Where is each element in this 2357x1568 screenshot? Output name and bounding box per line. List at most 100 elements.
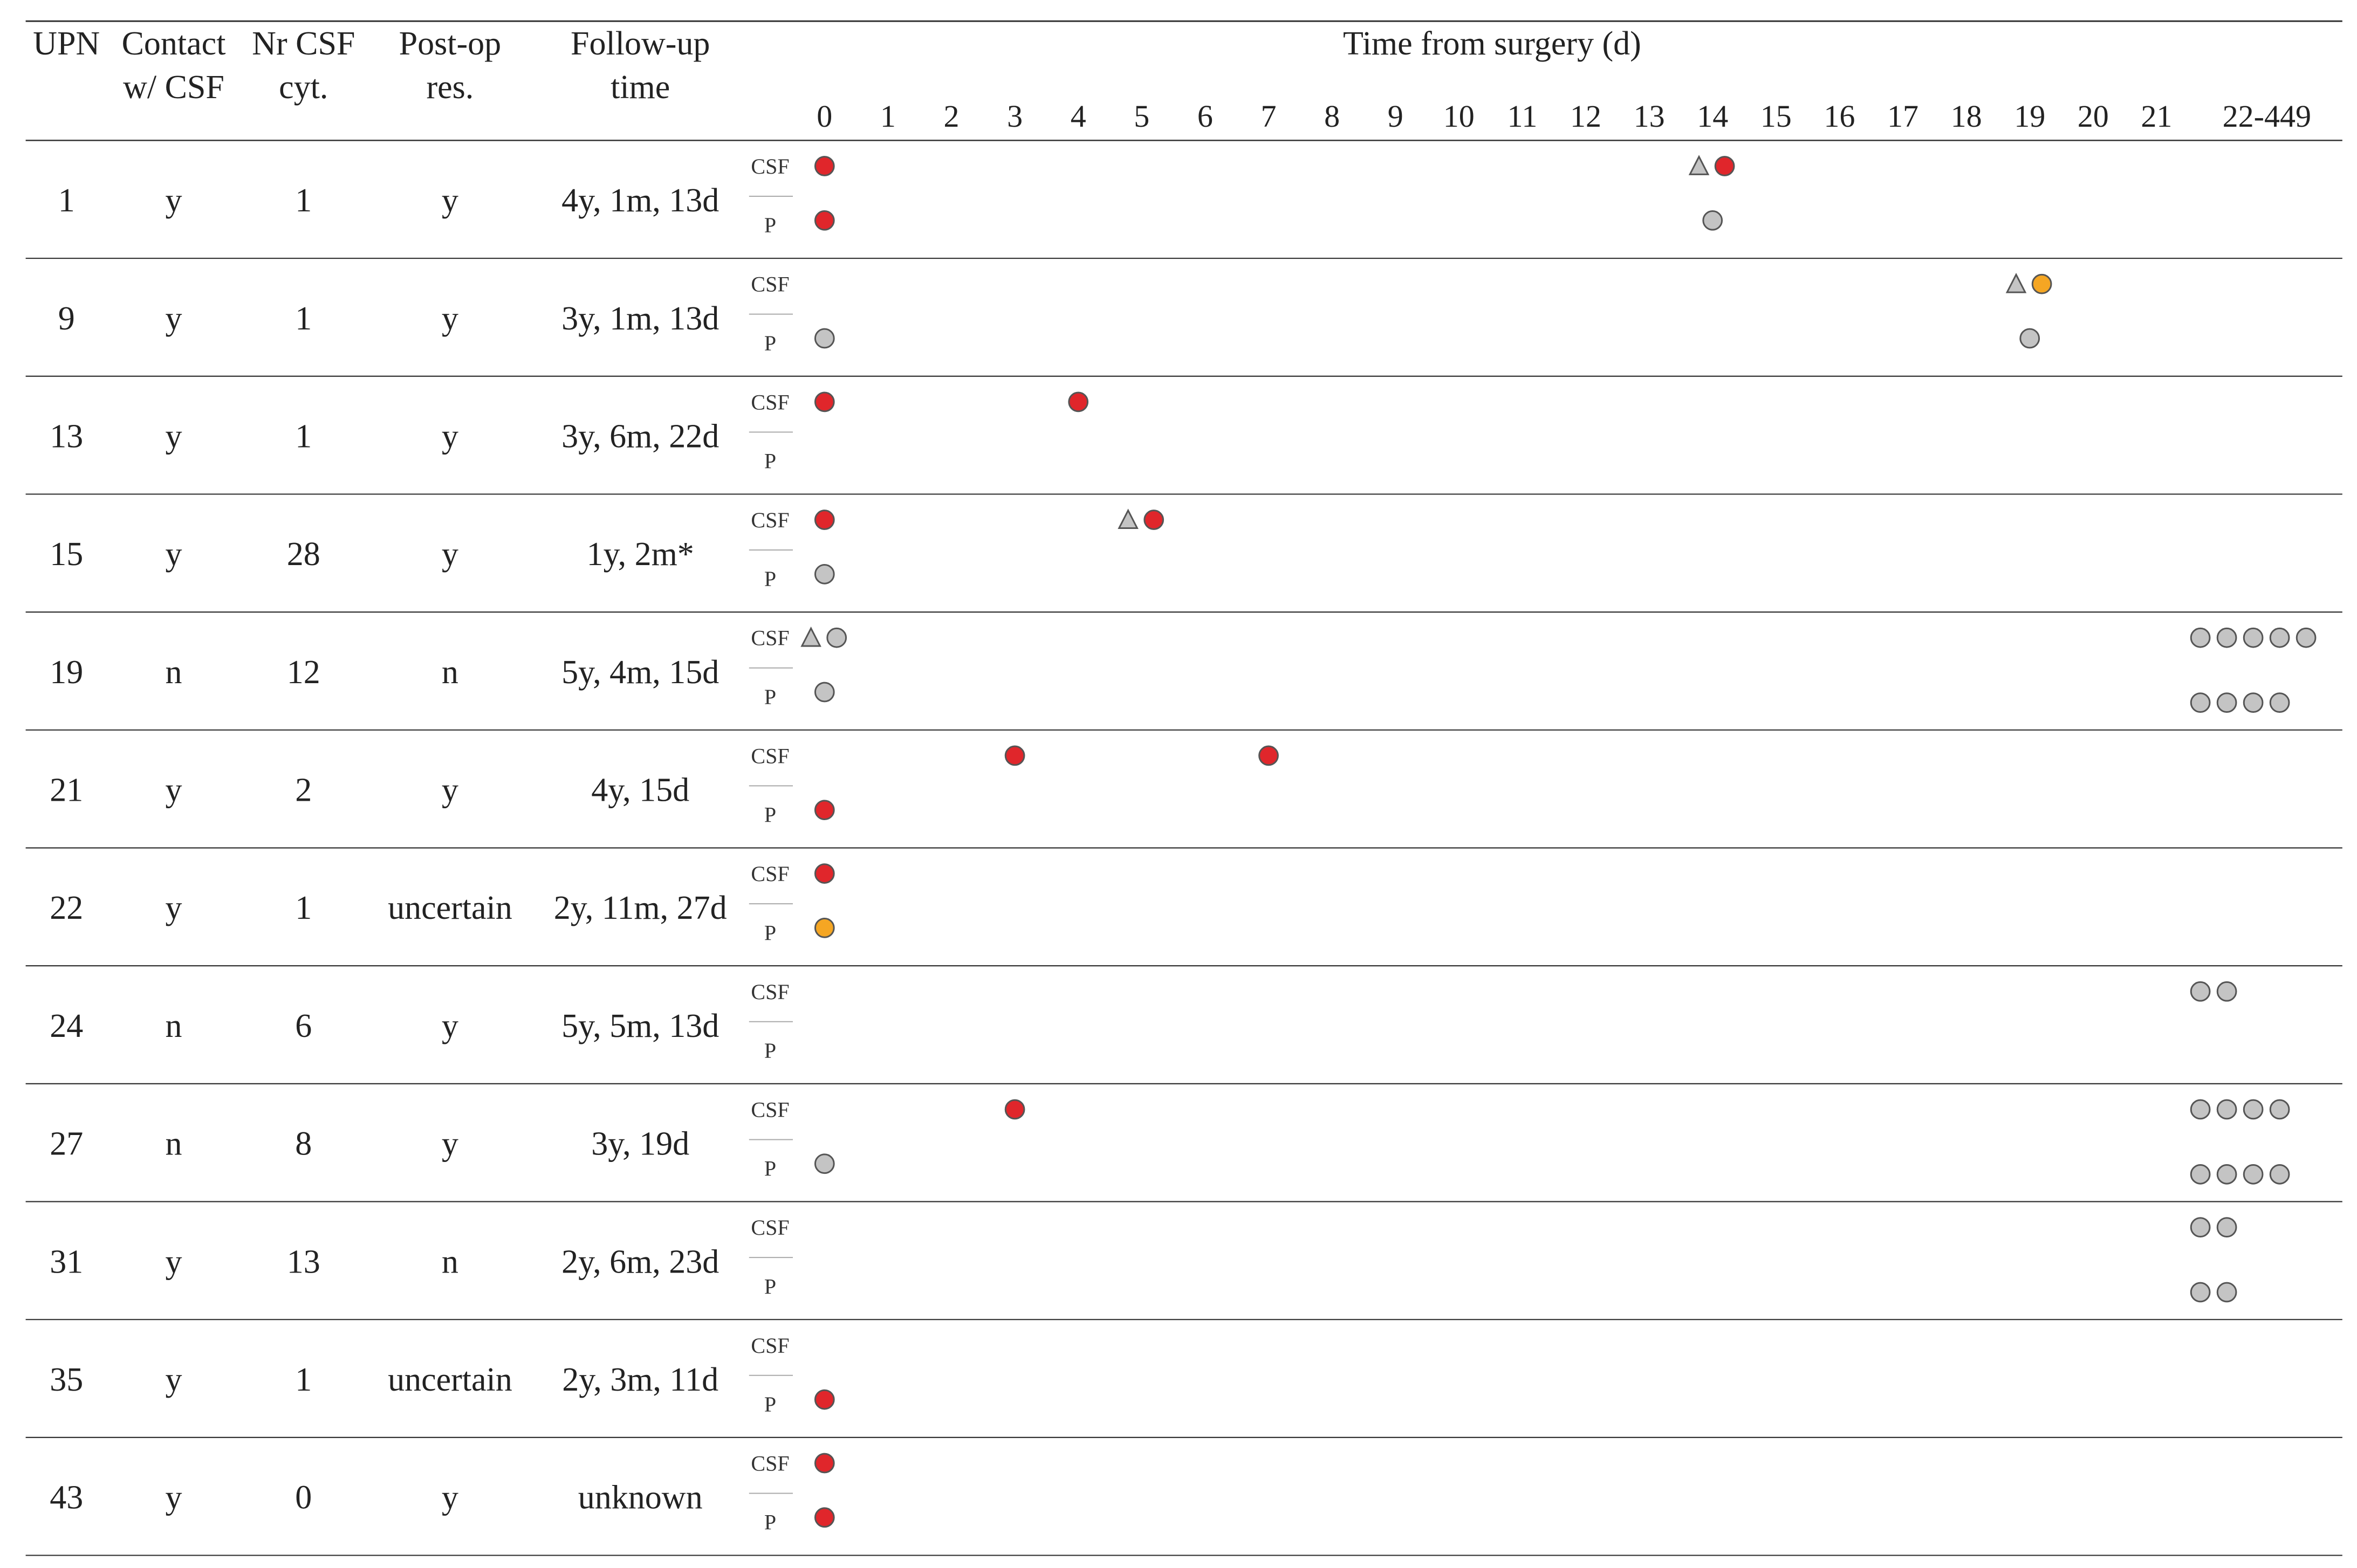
table-row: 19 n 12 n 5y, 4m, 15d CSF P	[50, 626, 2317, 713]
cell-contact: y	[166, 182, 182, 219]
marker-circle	[1258, 745, 1279, 766]
day-tick-label: 17	[1887, 99, 1919, 134]
marker-triangle	[2005, 272, 2027, 293]
cell-upn: 15	[50, 536, 83, 573]
cell-nr-csf: 1	[295, 890, 312, 926]
day-tick-label: 10	[1443, 99, 1475, 134]
cell-contact: y	[166, 536, 182, 573]
marker-triangle	[1118, 508, 1139, 529]
marker-circle	[2269, 692, 2290, 713]
marker-circle	[814, 156, 835, 176]
marker-circle	[2243, 1164, 2264, 1185]
day-tick-label: 11	[1507, 99, 1537, 134]
marker-circle	[814, 800, 835, 821]
cell-post-op: n	[442, 654, 458, 691]
marker-circle	[814, 1153, 835, 1174]
cell-contact: y	[166, 1361, 182, 1398]
sublabel-p: P	[764, 803, 776, 827]
sublabel-csf: CSF	[751, 390, 789, 414]
cell-upn: 27	[50, 1126, 83, 1163]
marker-circle	[814, 682, 835, 703]
cell-upn: 13	[50, 418, 83, 455]
marker-circle	[2296, 627, 2317, 648]
table-row: 13 y 1 y 3y, 6m, 22d CSF P	[50, 390, 1089, 473]
marker-circle	[814, 1453, 835, 1474]
day-tick-label: 8	[1324, 99, 1340, 134]
header-post-op-line1: Post-op	[399, 25, 501, 62]
sublabel-csf: CSF	[751, 862, 789, 886]
cell-contact: n	[166, 1008, 182, 1044]
cell-upn: 31	[50, 1243, 83, 1280]
cell-upn: 9	[58, 300, 75, 337]
marker-circle	[2190, 692, 2211, 713]
sublabel-p: P	[764, 213, 776, 237]
marker-circle	[814, 563, 835, 584]
table-row: 15 y 28 y 1y, 2m* CSF P	[50, 508, 1164, 591]
marker-circle	[2243, 627, 2264, 648]
cell-post-op: uncertain	[388, 1361, 512, 1398]
table-row: 21 y 2 y 4y, 15d CSF P	[50, 744, 1279, 827]
header-nr-csf-line2: cyt.	[279, 69, 328, 106]
cell-contact: y	[166, 418, 182, 455]
cell-follow-up: 5y, 4m, 15d	[561, 654, 719, 691]
sublabel-p: P	[764, 567, 776, 591]
day-tick-label: 6	[1197, 99, 1213, 134]
marker-circle	[2216, 1099, 2237, 1120]
marker-circle	[2243, 1099, 2264, 1120]
table-row: 9 y 1 y 3y, 1m, 13d CSF P	[58, 272, 2052, 355]
cell-post-op: y	[442, 772, 458, 809]
marker-circle	[2190, 981, 2211, 1002]
marker-circle	[2216, 692, 2237, 713]
marker-circle	[2243, 692, 2264, 713]
sublabel-csf: CSF	[751, 1451, 789, 1475]
sublabel-p: P	[764, 1157, 776, 1181]
marker-circle	[2216, 1217, 2237, 1237]
cell-nr-csf: 1	[295, 182, 312, 219]
marker-circle	[814, 328, 835, 349]
marker-circle	[814, 391, 835, 412]
marker-circle	[2019, 328, 2040, 349]
cell-contact: n	[166, 1126, 182, 1163]
day-tick-label: 0	[817, 99, 832, 134]
cell-follow-up: 2y, 6m, 23d	[561, 1243, 719, 1280]
cell-nr-csf: 12	[287, 654, 320, 691]
cell-post-op: y	[442, 182, 458, 219]
day-tick-label: 1	[880, 99, 896, 134]
header-contact-line1: Contact	[122, 25, 226, 62]
sublabel-p: P	[764, 920, 776, 945]
cell-post-op: y	[442, 300, 458, 337]
sublabel-p: P	[764, 1039, 776, 1063]
cell-nr-csf: 6	[295, 1008, 312, 1044]
cell-follow-up: 4y, 1m, 13d	[561, 182, 719, 219]
marker-circle	[2190, 1217, 2211, 1237]
day-tick-label: 19	[2014, 99, 2045, 134]
table-row: 31 y 13 n 2y, 6m, 23d CSF P	[50, 1215, 2237, 1303]
sublabel-p: P	[764, 1274, 776, 1298]
cell-follow-up: unknown	[578, 1480, 703, 1516]
marker-circle	[2216, 1164, 2237, 1185]
table-row: 35 y 1 uncertain 2y, 3m, 11d CSF P	[50, 1333, 835, 1416]
header-post-op-line2: res.	[427, 69, 474, 106]
cell-follow-up: 3y, 6m, 22d	[561, 418, 719, 455]
cell-post-op: y	[442, 1126, 458, 1163]
marker-circle	[814, 918, 835, 938]
marker-circle	[814, 210, 835, 231]
marker-circle	[2269, 627, 2290, 648]
cell-nr-csf: 1	[295, 418, 312, 455]
cell-upn: 24	[50, 1008, 83, 1044]
cell-follow-up: 3y, 1m, 13d	[561, 300, 719, 337]
header-contact-line2: w/ CSF	[123, 69, 224, 106]
table-row: 1 y 1 y 4y, 1m, 13d CSF P	[58, 154, 1735, 237]
cell-upn: 1	[58, 182, 75, 219]
cell-contact: y	[166, 890, 182, 926]
marker-circle	[2216, 981, 2237, 1002]
marker-circle	[2190, 1164, 2211, 1185]
day-tick-label: 21	[2141, 99, 2172, 134]
sublabel-csf: CSF	[751, 980, 789, 1004]
day-tick-label: 4	[1071, 99, 1086, 134]
marker-circle	[1004, 1099, 1025, 1120]
day-tick-label: 2	[944, 99, 960, 134]
day-tick-label: 3	[1007, 99, 1023, 134]
